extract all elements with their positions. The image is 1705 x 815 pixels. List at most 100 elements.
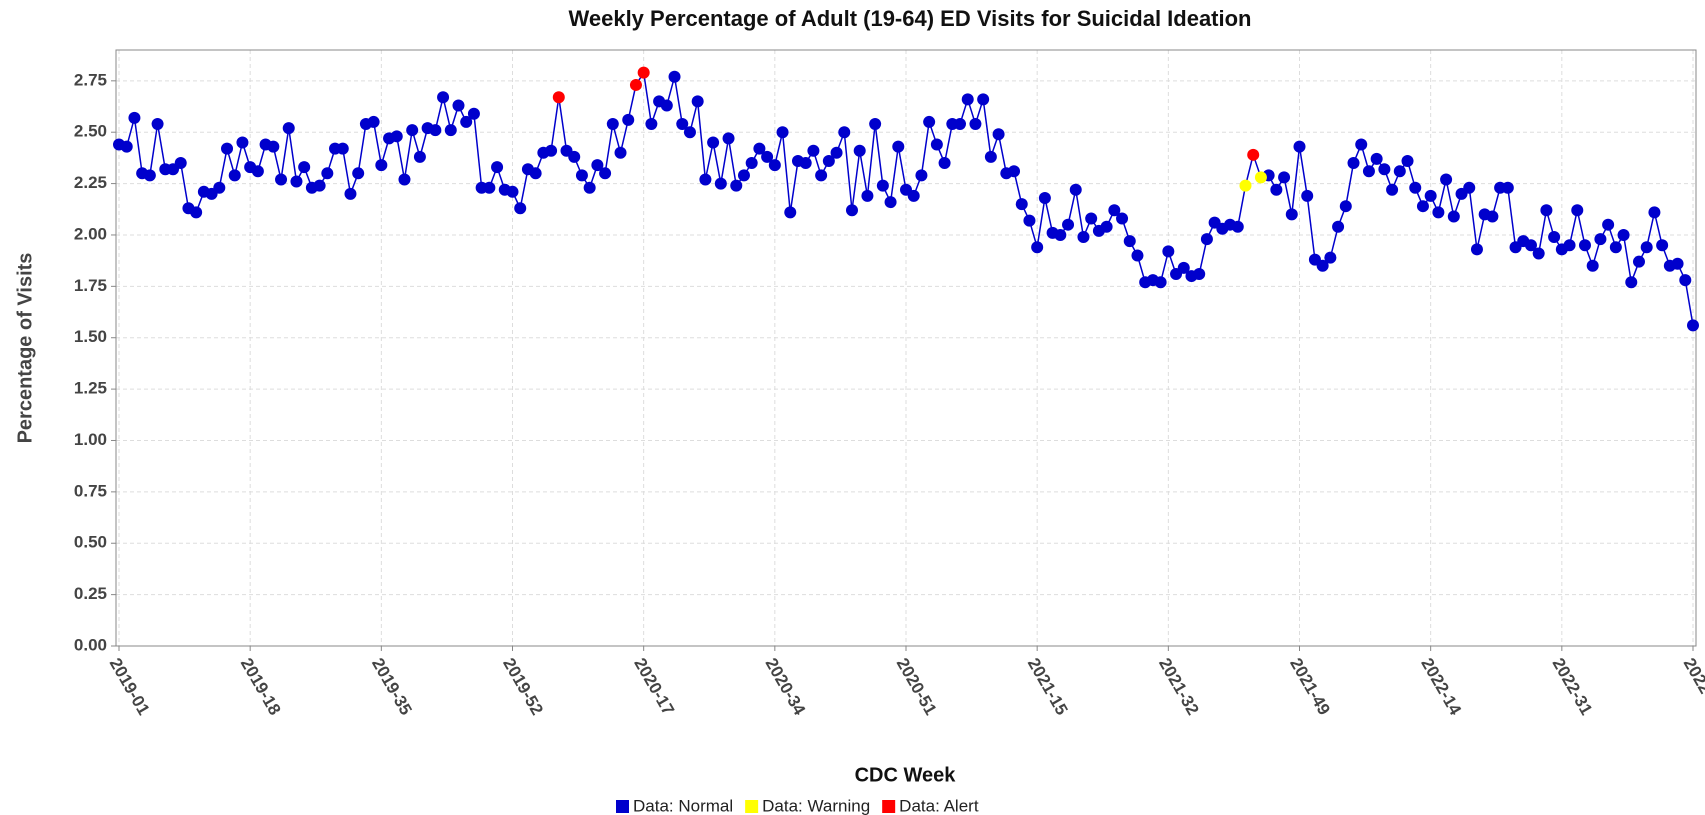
line-segment	[288, 127, 298, 182]
data-point	[491, 161, 504, 174]
data-point	[930, 138, 943, 151]
data-point	[1648, 206, 1661, 219]
chart-title: Weekly Percentage of Adult (19-64) ED Vi…	[569, 6, 1252, 31]
line-segment	[866, 123, 876, 196]
line-segment	[1298, 146, 1308, 197]
data-point	[1540, 204, 1553, 217]
data-point	[676, 117, 689, 130]
data-point	[1632, 255, 1645, 268]
data-point	[143, 169, 156, 182]
data-point	[838, 126, 851, 139]
legend-label: Data: Warning	[762, 796, 870, 815]
y-tick-label: 1.50	[74, 327, 107, 346]
data-point	[1424, 189, 1437, 202]
data-point	[1524, 239, 1537, 252]
line-segment	[1684, 280, 1694, 326]
data-point	[737, 169, 750, 182]
line-segment	[372, 121, 383, 166]
data-point	[1378, 163, 1391, 176]
data-point	[1563, 239, 1576, 252]
y-tick-label: 0.75	[74, 481, 107, 500]
data-point	[884, 196, 897, 209]
data-point	[1409, 181, 1422, 194]
data-point	[1193, 268, 1206, 281]
data-point	[1239, 179, 1252, 192]
data-point	[568, 150, 581, 163]
data-point	[807, 144, 820, 157]
data-point	[398, 173, 411, 186]
line-segment	[133, 117, 143, 174]
data-point	[1440, 173, 1453, 186]
data-point	[1162, 245, 1175, 258]
data-point	[1386, 183, 1399, 196]
line-segment	[673, 76, 683, 125]
data-point	[1339, 200, 1352, 213]
data-point	[1671, 257, 1684, 270]
line-segment	[280, 127, 290, 180]
data-point	[1247, 148, 1260, 161]
y-tick-label: 0.00	[74, 635, 107, 654]
data-point	[1532, 247, 1545, 260]
data-point	[1463, 181, 1476, 194]
line-segment	[403, 130, 413, 180]
data-point	[1602, 218, 1615, 231]
data-point	[529, 167, 542, 180]
data-point	[545, 144, 558, 157]
data-point	[251, 165, 264, 178]
data-point	[1355, 138, 1368, 151]
line-segment	[982, 99, 992, 157]
data-point	[575, 169, 588, 182]
data-point	[699, 173, 712, 186]
line-segment	[558, 97, 568, 151]
data-point	[1362, 165, 1375, 178]
data-point	[552, 91, 565, 104]
data-point	[1062, 218, 1075, 231]
data-point	[290, 175, 303, 188]
data-point	[1023, 214, 1036, 227]
data-point	[691, 95, 704, 108]
data-point	[714, 177, 727, 190]
data-point	[1031, 241, 1044, 254]
line-segment	[851, 150, 861, 211]
data-point	[1586, 259, 1599, 272]
data-point	[1100, 220, 1113, 233]
data-point	[1008, 165, 1021, 178]
data-point	[815, 169, 828, 182]
data-point	[282, 122, 295, 135]
data-point	[1447, 210, 1460, 223]
data-point	[799, 157, 812, 170]
legend-label: Data: Alert	[899, 796, 979, 815]
y-tick-label: 1.00	[74, 430, 107, 449]
data-point	[907, 189, 920, 202]
data-point	[506, 185, 519, 198]
data-point	[1617, 228, 1630, 241]
data-point	[275, 173, 288, 186]
line-segment	[642, 72, 653, 125]
data-point	[1200, 233, 1213, 246]
data-point	[938, 157, 951, 170]
data-point	[151, 117, 164, 130]
data-point	[707, 136, 720, 149]
line-segment	[874, 123, 884, 186]
legend-swatch	[882, 800, 896, 813]
data-point	[336, 142, 349, 155]
line-segment	[1622, 234, 1633, 283]
data-point	[606, 117, 619, 130]
line-segment	[696, 101, 707, 180]
data-point	[128, 111, 141, 124]
data-point	[1501, 181, 1514, 194]
data-point	[1154, 276, 1167, 289]
data-point	[1123, 235, 1136, 248]
data-point	[776, 126, 789, 139]
data-point	[367, 115, 380, 128]
data-point	[1231, 220, 1244, 233]
data-point	[1548, 231, 1561, 244]
data-point	[267, 140, 280, 153]
data-point	[321, 167, 334, 180]
data-point	[923, 115, 936, 128]
data-point	[1625, 276, 1638, 289]
y-tick-label: 2.00	[74, 224, 107, 243]
data-point	[1069, 183, 1082, 196]
line-segment	[396, 136, 406, 180]
plot-area: 0.00 0.25 0.50 0.75 1.00 1.25 1.50 1.75 2.00 2.25…	[74, 49, 1705, 719]
